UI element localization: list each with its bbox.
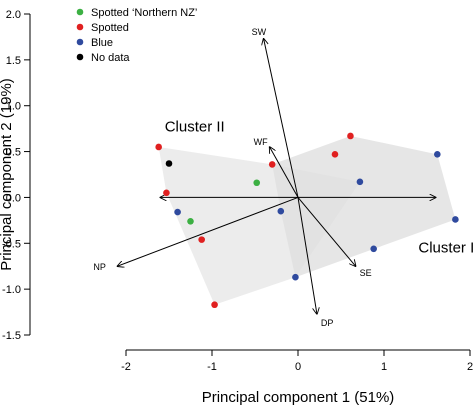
cluster-hulls xyxy=(158,135,456,305)
legend-marker xyxy=(76,8,84,16)
cluster-annotation: Cluster I xyxy=(418,239,474,256)
legend-marker xyxy=(76,53,84,61)
x-tick-label: -1 xyxy=(207,361,217,373)
data-point xyxy=(165,160,173,167)
y-tick-label: -0.5 xyxy=(2,238,21,250)
vector-label-wf: WF xyxy=(254,137,268,147)
y-tick-label: 1.5 xyxy=(6,55,21,67)
legend-label: Blue xyxy=(91,37,113,49)
x-tick-label: 1 xyxy=(381,361,387,373)
legend-label: Spotted xyxy=(91,22,129,34)
y-tick-label: 0.5 xyxy=(6,147,21,159)
vector-label-se: SE xyxy=(360,268,372,278)
vector-sw xyxy=(264,39,299,198)
data-point xyxy=(268,161,276,168)
data-point xyxy=(211,301,218,309)
loading-vectors: SW WF NP SE DP xyxy=(93,27,435,328)
vector-label-sw: SW xyxy=(252,27,267,37)
legend-marker xyxy=(76,23,84,31)
cluster-annotations: Cluster II Cluster I xyxy=(165,118,474,256)
x-tick-label: 2 xyxy=(467,361,473,373)
data-points xyxy=(155,132,459,309)
data-point xyxy=(253,179,261,187)
data-point xyxy=(198,236,205,243)
data-point xyxy=(347,132,354,140)
y-tick-label: 1.0 xyxy=(6,101,21,113)
y-tick-label: 2.0 xyxy=(6,9,21,21)
data-point xyxy=(277,207,285,215)
vector-label-np: NP xyxy=(93,262,106,272)
vector-se xyxy=(297,197,356,266)
data-point xyxy=(331,151,339,158)
data-point xyxy=(163,189,170,197)
data-point xyxy=(292,273,299,281)
x-tick-label: -2 xyxy=(121,361,131,373)
vector-label-dp: DP xyxy=(321,318,334,328)
y-tick-label: -1.5 xyxy=(2,330,21,342)
cluster-annotation: Cluster II xyxy=(165,118,225,135)
y-tick-label: -1.0 xyxy=(2,284,21,296)
y-tick-label: 0.0 xyxy=(6,192,21,204)
vector-np xyxy=(117,196,299,266)
x-tick-label: 0 xyxy=(295,361,301,373)
legend-label: Spotted ‘Northern NZ’ xyxy=(91,7,197,19)
legend-label: No data xyxy=(91,52,130,64)
data-point xyxy=(356,178,364,186)
x-axis-title: Principal component 1 (51%) xyxy=(202,389,395,406)
axes: -1.5 -1.0 -0.5 0.0 0.5 1.0 1.5 2.0 -2 -1 0 1 2 Princi… xyxy=(0,9,473,406)
data-point xyxy=(187,217,194,225)
data-point xyxy=(155,143,162,151)
y-axis-title: Principal component 2 (19%) xyxy=(0,78,15,271)
data-point xyxy=(174,208,181,216)
legend: Spotted ‘Northern NZ’ Spotted Blue No data xyxy=(76,7,197,64)
data-point xyxy=(370,245,377,253)
vector-wf xyxy=(270,147,299,198)
data-point xyxy=(452,216,459,223)
vector-dp xyxy=(297,197,317,313)
cluster-hull xyxy=(272,135,456,278)
legend-marker xyxy=(76,38,84,46)
data-point xyxy=(434,151,441,158)
